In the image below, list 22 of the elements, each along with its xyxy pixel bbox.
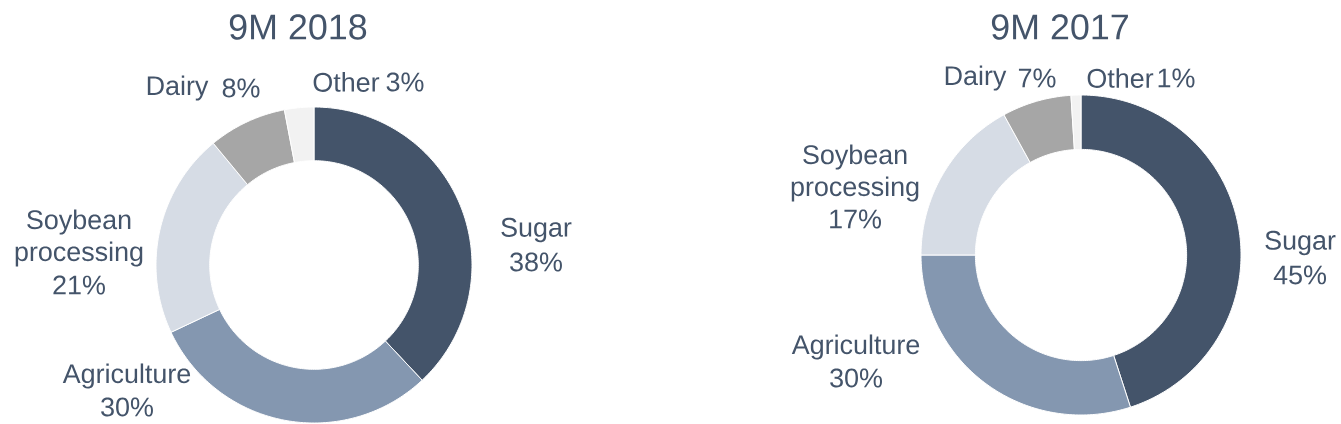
chart-title: 9M 2018: [229, 14, 367, 40]
slice-label: Other: [313, 72, 380, 92]
slice-label: Other: [1087, 68, 1154, 88]
data-label: 45%: [1273, 265, 1327, 285]
data-label: 30%: [830, 368, 882, 388]
slice-label: Dairy: [147, 75, 209, 101]
data-label: 1%: [1158, 68, 1195, 88]
slice-label: Soybean processing: [791, 144, 919, 202]
slice-label: Dairy: [945, 65, 1007, 91]
data-label: 38%: [510, 252, 562, 272]
slice-label: Agriculture: [62, 363, 191, 389]
slice-label: Agriculture: [791, 334, 920, 360]
data-label: 8%: [222, 78, 260, 98]
data-label: 17%: [830, 209, 881, 229]
data-label: 3%: [386, 72, 424, 92]
slice-label: Soybean processing: [15, 209, 143, 267]
slice-label: Sugar: [1265, 230, 1336, 256]
data-label: 7%: [1018, 68, 1056, 88]
data-label: 30%: [101, 397, 153, 417]
data-label: 21%: [53, 275, 105, 295]
chart-title: 9M 2017: [991, 14, 1128, 40]
slice-label: Sugar: [501, 217, 572, 243]
